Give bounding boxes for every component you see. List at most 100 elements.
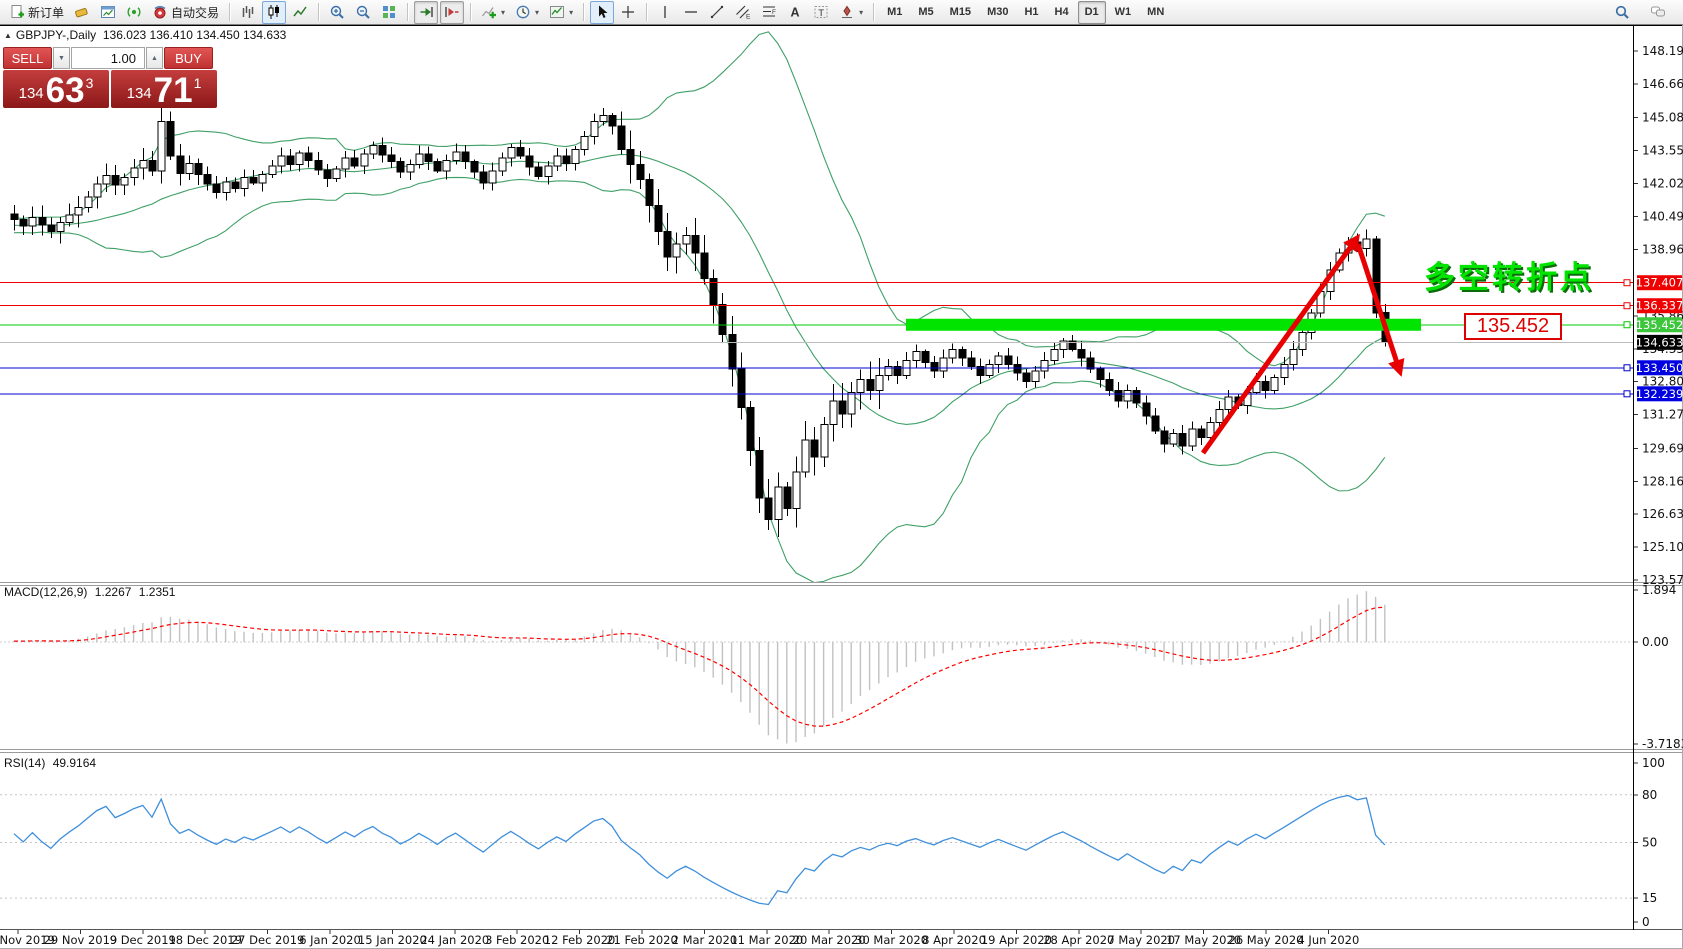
toolbar-separator xyxy=(646,3,648,21)
dropdown-caret-icon: ▾ xyxy=(569,7,574,17)
svg-text:137.407: 137.407 xyxy=(1636,276,1683,290)
volume-input[interactable]: 1.00 xyxy=(71,47,145,69)
sell-button[interactable]: SELL xyxy=(3,47,52,69)
trendline-button[interactable] xyxy=(705,1,729,24)
timeframe-m30-button[interactable]: M30 xyxy=(987,6,1009,18)
zoom-in-button[interactable] xyxy=(325,1,349,24)
vline-icon xyxy=(664,6,666,18)
candles-icon xyxy=(268,5,280,19)
svg-text:7 May 2020: 7 May 2020 xyxy=(1107,933,1175,947)
zoom-in-icon xyxy=(330,5,344,19)
svg-text:1.894: 1.894 xyxy=(1642,583,1676,597)
signal-button[interactable] xyxy=(122,1,146,24)
zoom-out-button[interactable] xyxy=(351,1,375,24)
timeframe-mn-button[interactable]: MN xyxy=(1147,6,1165,18)
auto-scroll-button[interactable] xyxy=(414,0,439,24)
text-button[interactable]: A xyxy=(783,1,807,24)
eraser-icon xyxy=(75,8,88,18)
candle-chart-mode-button[interactable] xyxy=(262,0,287,24)
ask-price-box[interactable]: 134 71 1 xyxy=(111,70,217,108)
templates-button[interactable]: ▾ xyxy=(545,1,577,24)
turning-point-annotation: 多空转折点 xyxy=(1424,260,1594,295)
svg-text:E: E xyxy=(746,14,751,21)
dropdown-caret-icon: ▾ xyxy=(859,7,864,17)
price-chart-canvas[interactable]: 148.190 146.660 145.085 143.555 142.025 140.4… xyxy=(0,25,1683,949)
channel-button[interactable]: E xyxy=(731,1,755,24)
label-button[interactable]: T xyxy=(809,1,833,24)
signal-icon xyxy=(127,7,141,17)
chat-button[interactable] xyxy=(1646,1,1670,24)
svg-text:28 Apr 2020: 28 Apr 2020 xyxy=(1043,933,1114,947)
svg-text:30 Mar 2020: 30 Mar 2020 xyxy=(855,933,928,947)
toolbar-separator xyxy=(470,3,472,21)
svg-text:138.965: 138.965 xyxy=(1642,242,1683,256)
svg-text:140.495: 140.495 xyxy=(1642,209,1683,223)
cursor-button[interactable] xyxy=(590,0,615,24)
svg-text:4 Jun 2020: 4 Jun 2020 xyxy=(1297,933,1359,947)
dropdown-caret-icon: ▾ xyxy=(501,7,506,17)
svg-text:3 Feb 2020: 3 Feb 2020 xyxy=(485,933,549,947)
svg-text:131.270: 131.270 xyxy=(1642,408,1683,422)
chart-window-icon xyxy=(101,6,116,18)
svg-text:123.575: 123.575 xyxy=(1642,573,1683,587)
chart-window-button[interactable] xyxy=(96,1,120,24)
svg-text:148.190: 148.190 xyxy=(1642,44,1683,58)
search-button[interactable] xyxy=(1610,1,1634,24)
main-toolbar: 新订单 自动交易 ▾ ▾ ▾ E F A T ▾ M1 M5 M15 M30 H1 H4 D1 W1 MN xyxy=(0,0,1683,25)
chart-shift-button[interactable] xyxy=(440,0,465,24)
price-callout-label: 135.452 xyxy=(1464,313,1562,340)
volume-increase-button[interactable]: ▲ xyxy=(146,47,163,69)
bar-chart-mode-button[interactable] xyxy=(236,1,260,24)
autoscroll-icon xyxy=(420,7,433,17)
svg-text:126.635: 126.635 xyxy=(1642,507,1683,521)
svg-text:129.695: 129.695 xyxy=(1642,441,1683,455)
hline-button[interactable] xyxy=(679,1,703,24)
timeframe-h4-button[interactable]: H4 xyxy=(1054,6,1069,18)
crosshair-button[interactable] xyxy=(616,1,640,24)
autotrade-button[interactable]: 自动交易 xyxy=(148,1,223,24)
buy-button[interactable]: BUY xyxy=(164,47,213,69)
svg-text:18 Dec 2019: 18 Dec 2019 xyxy=(168,933,241,947)
text-t-icon: T xyxy=(814,6,828,19)
trendline-icon xyxy=(710,5,724,19)
svg-text:143.555: 143.555 xyxy=(1642,144,1683,158)
volume-decrease-button[interactable]: ▼ xyxy=(53,47,70,69)
svg-text:6 Jan 2020: 6 Jan 2020 xyxy=(299,933,361,947)
indicators-button[interactable]: ▾ xyxy=(477,1,509,24)
svg-text:21 Feb 2020: 21 Feb 2020 xyxy=(606,933,678,947)
rsi-label: RSI(14) 49.9164 xyxy=(4,756,97,770)
clock-icon xyxy=(516,5,530,19)
tile-windows-button[interactable] xyxy=(377,1,401,24)
indicator-plus-icon xyxy=(482,7,497,19)
timeframe-d1-button[interactable]: D1 xyxy=(1077,0,1106,24)
timeframe-h1-button[interactable]: H1 xyxy=(1024,6,1039,18)
collapse-panel-icon[interactable]: ▲ xyxy=(4,31,12,40)
svg-text:27 Dec 2019: 27 Dec 2019 xyxy=(231,933,304,947)
svg-text:15: 15 xyxy=(1642,891,1657,905)
timeframe-w1-button[interactable]: W1 xyxy=(1114,6,1132,18)
shapes-button[interactable]: ▾ xyxy=(835,1,867,24)
bid-price-box[interactable]: 134 63 3 xyxy=(3,70,109,108)
toolbar-right-icons xyxy=(1609,1,1679,24)
svg-text:F: F xyxy=(772,9,776,16)
svg-text:2 Mar 2020: 2 Mar 2020 xyxy=(672,933,738,947)
channel-icon: E xyxy=(736,5,751,21)
svg-text:145.085: 145.085 xyxy=(1642,111,1683,125)
shift-icon xyxy=(445,7,459,17)
line-icon xyxy=(293,6,307,17)
timeframe-m1-button[interactable]: M1 xyxy=(887,6,903,18)
line-chart-mode-button[interactable] xyxy=(288,1,312,24)
one-click-trade-panel: SELL ▼ 1.00 ▲ BUY 134 63 3 134 71 1 xyxy=(3,47,217,108)
svg-text:80: 80 xyxy=(1642,788,1657,802)
timeframe-m15-button[interactable]: M15 xyxy=(949,6,972,18)
svg-text:136.337: 136.337 xyxy=(1636,299,1683,313)
timeframe-m5-button[interactable]: M5 xyxy=(918,6,934,18)
crosshair-icon xyxy=(622,6,635,18)
periods-button[interactable]: ▾ xyxy=(511,1,543,24)
vline-button[interactable] xyxy=(653,1,677,24)
new-order-button[interactable]: 新订单 xyxy=(5,1,68,24)
fibonacci-button[interactable]: F xyxy=(757,1,781,24)
svg-text:T: T xyxy=(818,8,824,19)
eraser-button[interactable] xyxy=(70,1,94,24)
svg-text:12 Feb 2020: 12 Feb 2020 xyxy=(544,933,616,947)
